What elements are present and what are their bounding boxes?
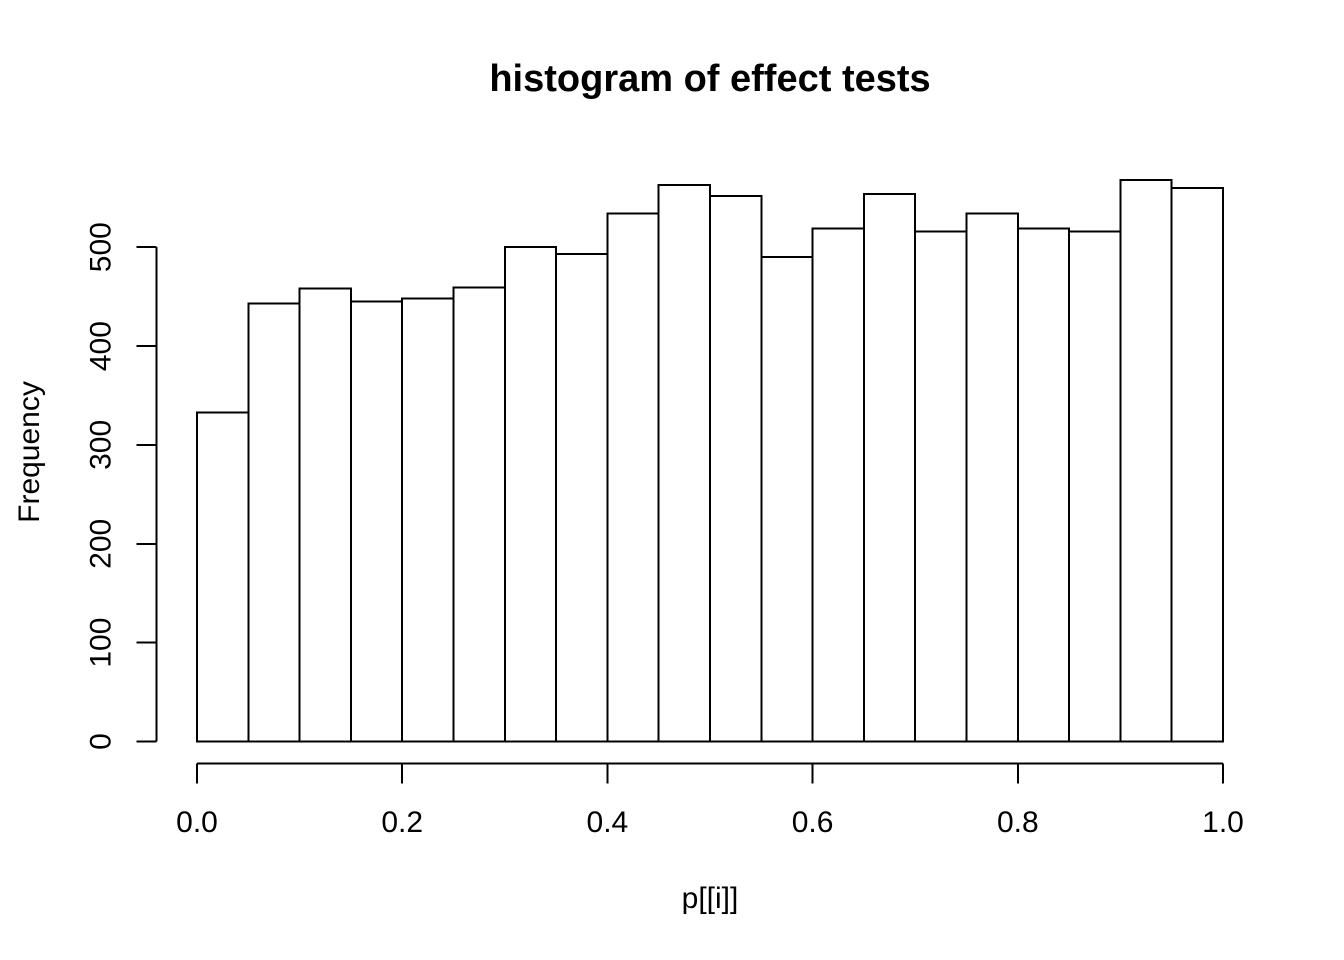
histogram-bar <box>760 256 814 743</box>
x-axis-label: p[[i]] <box>681 882 739 915</box>
y-tick-label: 100 <box>85 618 118 668</box>
histogram-bar <box>965 212 1019 743</box>
y-tick-label: 500 <box>85 222 118 272</box>
histogram-bar <box>503 246 558 743</box>
x-tick-label: 0.8 <box>997 806 1039 839</box>
histogram-bar <box>811 227 865 743</box>
histogram-bar <box>1119 179 1173 743</box>
histogram-bar <box>606 212 660 743</box>
histogram-bar <box>657 183 712 743</box>
histogram-bar <box>452 286 506 743</box>
histogram-bar <box>196 411 250 743</box>
x-tick-label: 1.0 <box>1202 806 1244 839</box>
histogram-bar <box>349 300 404 743</box>
x-tick-label: 0.4 <box>587 806 629 839</box>
y-tick-label: 200 <box>85 519 118 569</box>
y-axis-label: Frequency <box>13 381 46 523</box>
y-tick-label: 0 <box>85 733 118 750</box>
y-tick-label: 400 <box>85 321 118 371</box>
chart-title: histogram of effect tests <box>489 58 931 100</box>
histogram-bar <box>1068 230 1122 743</box>
histogram-bar <box>555 253 609 743</box>
histogram-bar <box>401 297 455 743</box>
histogram-bar <box>1170 186 1224 743</box>
x-tick-label: 0.2 <box>381 806 423 839</box>
x-tick-label: 0.0 <box>176 806 218 839</box>
x-tick-label: 0.6 <box>792 806 834 839</box>
histogram-bar <box>1016 227 1071 743</box>
histogram-bar <box>247 302 301 743</box>
histogram-bar <box>298 287 352 743</box>
histogram-bar <box>709 194 763 743</box>
histogram-bar <box>914 230 968 743</box>
histogram-bar <box>862 192 917 743</box>
y-tick-label: 300 <box>85 420 118 470</box>
